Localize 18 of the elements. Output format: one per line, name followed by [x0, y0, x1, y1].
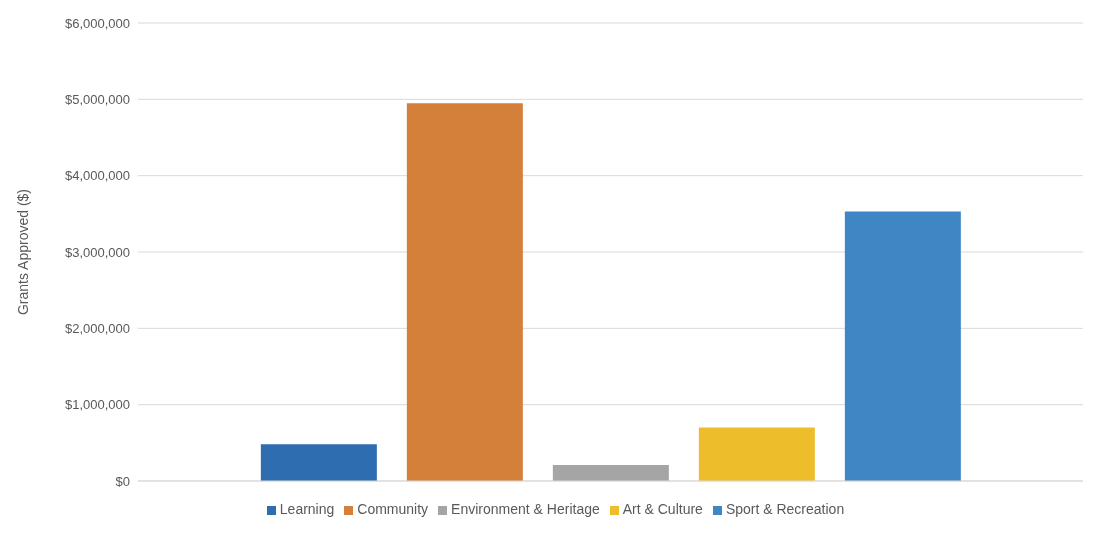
legend-label: Sport & Recreation	[725, 501, 845, 517]
y-tick-label: $5,000,000	[64, 91, 130, 107]
legend-label: Environment & Heritage	[451, 501, 600, 517]
bar	[406, 103, 523, 481]
bar	[698, 427, 815, 481]
legend-label: Art & Culture	[622, 501, 703, 517]
legend-label: Learning	[279, 501, 335, 517]
bar	[260, 444, 377, 481]
y-tick-label: $2,000,000	[64, 320, 130, 336]
y-tick-label: $3,000,000	[64, 244, 130, 260]
bar	[844, 211, 961, 481]
bar	[552, 464, 669, 481]
legend-label: Community	[357, 501, 429, 517]
y-tick-label: $4,000,000	[64, 168, 130, 184]
y-axis-title: Grants Approved ($)	[14, 188, 31, 316]
y-tick-label: $0	[115, 473, 130, 489]
y-tick-label: $1,000,000	[64, 397, 130, 413]
y-tick-label: $6,000,000	[64, 15, 130, 31]
